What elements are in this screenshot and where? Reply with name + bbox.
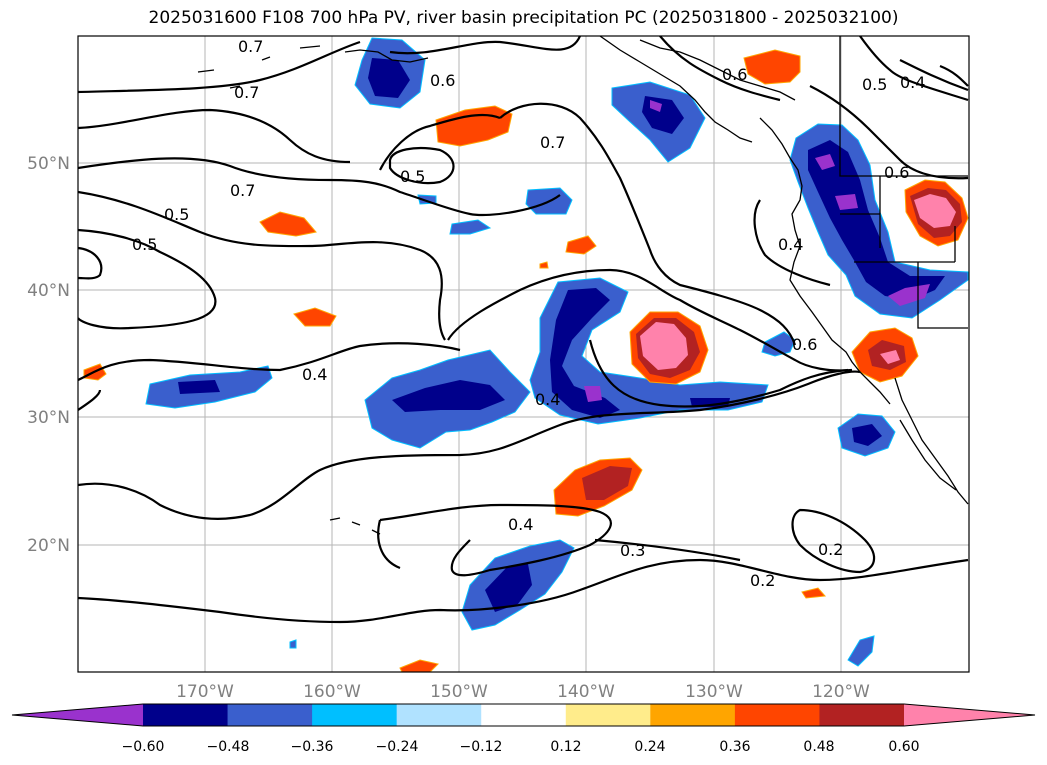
colorbar-tick-label: −0.36 (291, 739, 334, 755)
colorbar-tick-label: −0.24 (376, 739, 419, 755)
colorbar-segments (12, 704, 1035, 726)
colorbar-segment (312, 704, 398, 726)
contour-labels: 0.7 0.6 0.7 0.5 0.7 0.5 0.5 0.6 0.5 0.4 … (132, 37, 925, 590)
contour-label: 0.4 (302, 365, 327, 384)
colorbar-tick-label: 0.36 (719, 739, 750, 755)
colorbar: −0.60 −0.48 −0.36 −0.24 −0.12 0.12 0.24 … (11, 703, 1036, 755)
contour-label: 0.2 (750, 571, 775, 590)
positive-anomalies (83, 49, 969, 672)
contour-label: 0.7 (238, 37, 263, 56)
colorbar-ticks: −0.60 −0.48 −0.36 −0.24 −0.12 0.12 0.24 … (122, 739, 920, 755)
lat-label: 50°N (27, 154, 70, 174)
contour-label: 0.6 (792, 335, 817, 354)
colorbar-tick-label: 0.24 (634, 739, 665, 755)
contour-label: 0.6 (884, 163, 909, 182)
colorbar-tick-label: 0.48 (803, 739, 834, 755)
contour-label: 0.4 (778, 235, 803, 254)
contour-label: 0.4 (535, 390, 560, 409)
map-title: 2025031600 F108 700 hPa PV, river basin … (148, 8, 899, 28)
gridlines (78, 36, 969, 672)
lon-label: 170°W (176, 682, 234, 702)
contour-label: 0.7 (230, 181, 255, 200)
colorbar-tick-label: 0.12 (550, 739, 581, 755)
colorbar-segment (819, 704, 905, 726)
lon-label: 120°W (812, 682, 870, 702)
contour-label: 0.4 (508, 515, 533, 534)
colorbar-segment (481, 704, 567, 726)
colorbar-tick-label: −0.60 (122, 739, 165, 755)
contour-label: 0.6 (430, 71, 455, 90)
contour-label: 0.3 (620, 541, 645, 560)
colorbar-tick-label: −0.48 (207, 739, 250, 755)
lat-label: 20°N (27, 536, 70, 556)
contour-label: 0.5 (862, 75, 887, 94)
latitude-labels: 50°N 40°N 30°N 20°N (27, 154, 70, 556)
contour-label: 0.6 (722, 65, 747, 84)
lon-label: 150°W (430, 682, 488, 702)
colorbar-outline (11, 703, 1036, 727)
coastlines (197, 36, 969, 535)
contour-label: 0.2 (818, 540, 843, 559)
precip-shading (83, 37, 969, 672)
lat-label: 30°N (27, 408, 70, 428)
pv-contours (78, 36, 969, 624)
colorbar-tick-label: 0.60 (888, 739, 919, 755)
lat-label: 40°N (27, 281, 70, 301)
colorbar-segment (650, 704, 736, 726)
colorbar-segment (565, 704, 651, 726)
colorbar-segment (143, 704, 229, 726)
colorbar-segment (396, 704, 482, 726)
contour-label: 0.5 (164, 205, 189, 224)
colorbar-segment (227, 704, 313, 726)
lon-label: 160°W (303, 682, 361, 702)
lon-label: 130°W (685, 682, 743, 702)
longitude-labels: 170°W 160°W 150°W 140°W 130°W 120°W (176, 682, 870, 702)
contour-label: 0.4 (900, 73, 925, 92)
map-frame-border (77, 35, 970, 673)
colorbar-extend-low (12, 704, 143, 726)
contour-label: 0.5 (132, 235, 157, 254)
colorbar-tick-label: −0.12 (460, 739, 503, 755)
contour-label: 0.7 (234, 83, 259, 102)
colorbar-segment (734, 704, 820, 726)
colorbar-extend-high (904, 704, 1035, 726)
contour-label: 0.5 (400, 167, 425, 186)
negative-anomalies (145, 37, 969, 667)
lon-label: 140°W (557, 682, 615, 702)
contour-label: 0.7 (540, 133, 565, 152)
